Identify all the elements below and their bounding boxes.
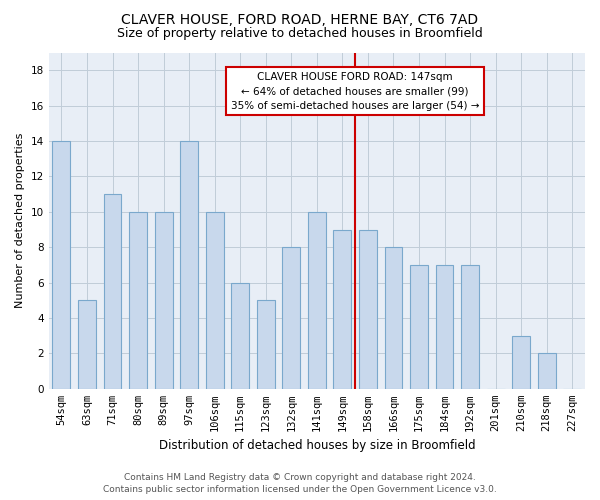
Bar (180, 141, 198, 389)
Bar (155, 212, 173, 389)
Bar (283, 247, 300, 389)
Bar (359, 230, 377, 389)
Text: Size of property relative to detached houses in Broomfield: Size of property relative to detached ho… (117, 28, 483, 40)
Bar (129, 212, 147, 389)
Y-axis label: Number of detached properties: Number of detached properties (15, 133, 25, 308)
Text: Contains HM Land Registry data © Crown copyright and database right 2024.
Contai: Contains HM Land Registry data © Crown c… (103, 472, 497, 494)
Bar (52, 141, 70, 389)
Bar (385, 247, 403, 389)
Bar (461, 265, 479, 389)
Bar (334, 230, 352, 389)
Text: CLAVER HOUSE, FORD ROAD, HERNE BAY, CT6 7AD: CLAVER HOUSE, FORD ROAD, HERNE BAY, CT6 … (121, 12, 479, 26)
Bar (257, 300, 275, 389)
Bar (410, 265, 428, 389)
Text: CLAVER HOUSE FORD ROAD: 147sqm
← 64% of detached houses are smaller (99)
35% of : CLAVER HOUSE FORD ROAD: 147sqm ← 64% of … (231, 72, 479, 111)
Bar (206, 212, 224, 389)
Bar (231, 282, 249, 389)
Bar (308, 212, 326, 389)
X-axis label: Distribution of detached houses by size in Broomfield: Distribution of detached houses by size … (158, 440, 475, 452)
Bar (512, 336, 530, 389)
Bar (538, 354, 556, 389)
Bar (104, 194, 121, 389)
Bar (436, 265, 454, 389)
Bar (78, 300, 96, 389)
